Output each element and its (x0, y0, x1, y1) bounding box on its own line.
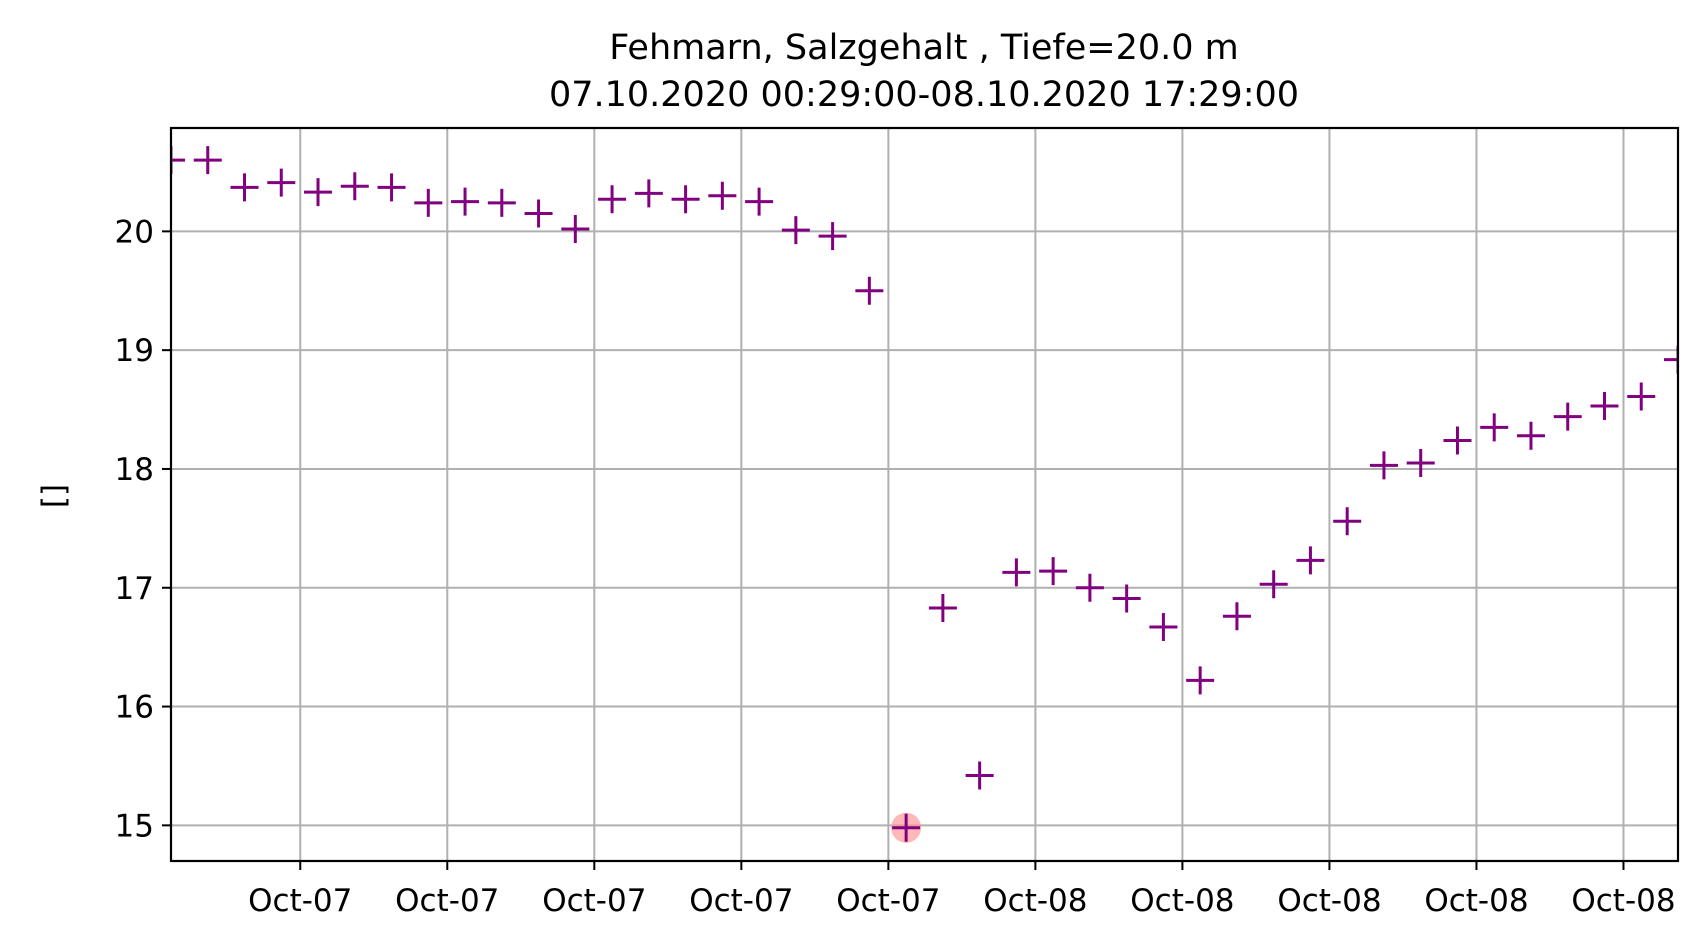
data-point (1002, 558, 1031, 587)
y-tick-label: 18 (115, 452, 154, 488)
data-point (1075, 573, 1104, 602)
data-point (1480, 413, 1509, 442)
data-point (634, 179, 663, 208)
x-tick-label: Oct-08 (1130, 883, 1234, 919)
data-point (1222, 602, 1251, 631)
data-point (1369, 451, 1398, 480)
x-tick-label: Oct-07 (689, 883, 793, 919)
data-point (1406, 449, 1435, 478)
data-point (671, 185, 700, 214)
data-point (1112, 584, 1141, 613)
grid-lines (171, 128, 1678, 861)
data-point (1296, 546, 1325, 575)
data-point (1553, 402, 1582, 431)
data-point (193, 146, 222, 175)
x-tick-label: Oct-07 (248, 883, 352, 919)
y-tick-label: 17 (115, 571, 154, 607)
data-point (414, 188, 443, 217)
x-tick-label: Oct-08 (983, 883, 1087, 919)
data-point (451, 187, 480, 216)
x-tick-label: Oct-07 (395, 883, 499, 919)
x-tick-label: Oct-07 (836, 883, 940, 919)
data-point (892, 813, 921, 842)
y-tick-label: 16 (115, 690, 154, 726)
data-point (598, 185, 627, 214)
data-points (171, 146, 1678, 843)
plot-frame (169, 126, 1680, 863)
data-point (745, 187, 774, 216)
data-point (1443, 426, 1472, 455)
data-point (340, 172, 369, 201)
data-point (708, 181, 737, 210)
x-tick-label: Oct-08 (1277, 883, 1381, 919)
data-point (928, 593, 957, 622)
data-point (1590, 391, 1619, 420)
data-point (1516, 421, 1545, 450)
data-point (855, 276, 884, 305)
y-tick-label: 15 (115, 808, 154, 844)
data-point (1664, 345, 1678, 374)
data-point (304, 178, 333, 207)
x-tick-label: Oct-07 (542, 883, 646, 919)
data-point (230, 173, 259, 202)
data-point (524, 199, 553, 228)
data-point (487, 188, 516, 217)
x-tick-label: Oct-08 (1571, 883, 1675, 919)
data-point (1259, 570, 1288, 599)
data-point (1039, 557, 1068, 586)
marker-group (171, 146, 1678, 842)
data-point (1149, 612, 1178, 641)
data-point (171, 146, 185, 175)
data-point (818, 222, 847, 251)
data-point (561, 214, 590, 243)
x-tick-label: Oct-08 (1424, 883, 1528, 919)
data-point (1186, 666, 1215, 695)
data-point (1627, 382, 1656, 411)
y-tick-label: 20 (115, 214, 154, 250)
chart-title: Fehmarn, Salzgehalt , Tiefe=20.0 m (609, 28, 1239, 68)
y-axis-label: [] (36, 484, 72, 508)
y-tick-label: 19 (115, 333, 154, 369)
data-point (267, 168, 296, 197)
data-point (965, 761, 994, 790)
data-point (377, 173, 406, 202)
chart-subtitle: 07.10.2020 00:29:00-08.10.2020 17:29:00 (549, 75, 1299, 115)
data-point (1333, 507, 1362, 536)
axis-ticks: Oct-07 Oct-07 Oct-07 Oct-07 Oct-07 Oct-08 Oct-… (115, 214, 1676, 919)
data-point (781, 216, 810, 245)
